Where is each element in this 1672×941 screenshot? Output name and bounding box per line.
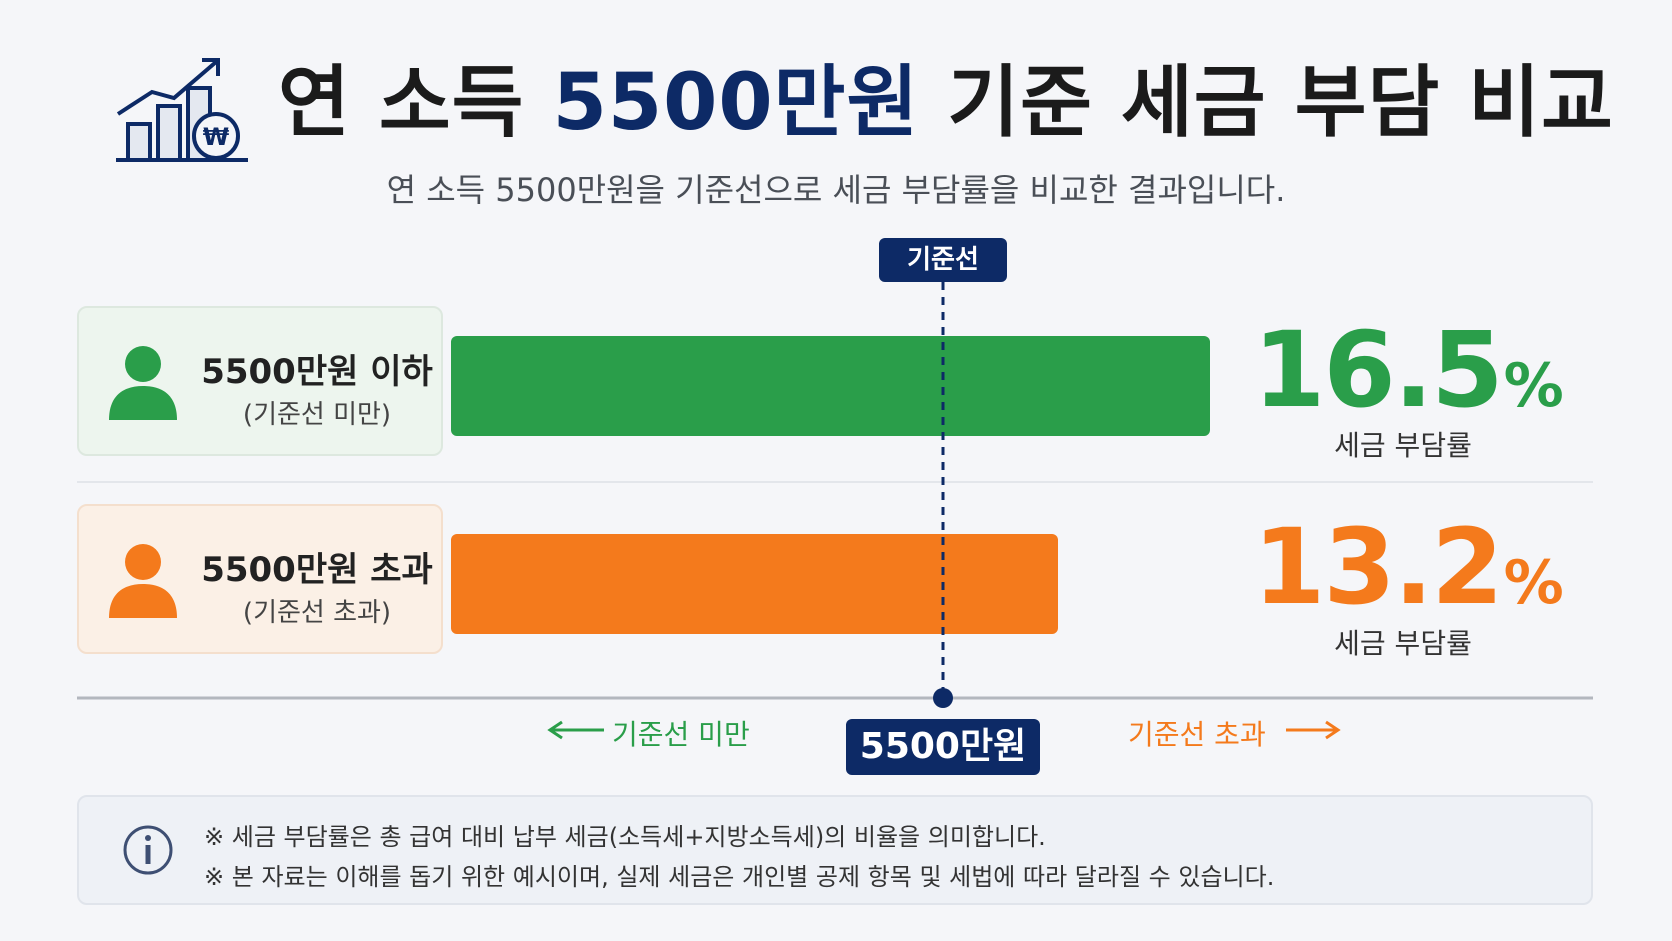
page-title: 연 소득 5500만원 기준 세금 부담 비교 [278,48,1614,158]
bar-above-baseline [451,534,1058,634]
bar-below-baseline [451,336,1210,436]
notes-box: ※ 세금 부담률은 총 급여 대비 납부 세금(소득세+지방소득세)의 비율을 … [77,795,1593,905]
data-label-above: 13.2% [1253,515,1564,619]
data-label-below: 16.5% [1253,318,1564,422]
title-highlight: 5500만원 [552,58,920,148]
baseline-tag-bottom: 5500만원 [846,719,1040,775]
direction-right-label: 기준선 초과 [1128,718,1266,751]
note-line: ※ 본 자료는 이해를 돕기 위한 예시이며, 실제 세금은 개인별 공제 항목… [204,863,1275,891]
direction-right-arrowhead [1325,720,1341,740]
baseline-marker [933,688,953,708]
baseline-tag-top: 기준선 [879,238,1007,282]
person-icon [109,544,177,618]
title-suffix: 기준 세금 부담 비교 [919,58,1614,148]
value-unit: % [1503,548,1564,618]
page-subtitle: 연 소득 5500만원을 기준선으로 세금 부담률을 비교한 결과입니다. [386,171,1286,209]
row-label-sub: (기준선 미만) [242,400,392,430]
note-line: ※ 세금 부담률은 총 급여 대비 납부 세금(소득세+지방소득세)의 비율을 … [204,823,1046,851]
value-number: 13.2 [1253,506,1504,628]
info-icon [123,825,173,875]
direction-left-text: 기준선 미만 [612,718,750,751]
value-unit: % [1503,351,1564,421]
value-caption: 세금 부담률 [1334,429,1472,462]
value-caption: 세금 부담률 [1334,627,1472,660]
row-label-sub: (기준선 초과) [242,598,392,628]
direction-left-arrowhead [547,720,563,740]
title-prefix: 연 소득 [278,58,553,148]
row-label-main: 5500만원 이하 [201,352,433,392]
row-label-main: 5500만원 초과 [201,550,433,590]
value-number: 16.5 [1253,309,1504,431]
svg-text:₩: ₩ [203,123,230,151]
chart-growth-won-icon: ₩ [116,58,248,162]
row-label-below: 5500만원 이하 (기준선 미만) [77,306,443,456]
direction-left-label: 기준선 미만 [548,713,750,753]
person-icon [109,346,177,420]
row-label-above: 5500만원 초과 (기준선 초과) [77,504,443,654]
